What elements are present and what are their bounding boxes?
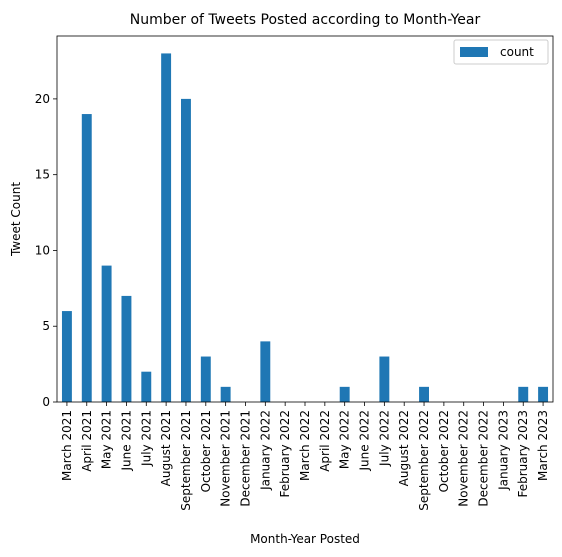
legend-box	[453, 39, 549, 65]
y-axis: 0 5 10 15 20	[35, 92, 57, 409]
x-tick-label: December 2022	[477, 410, 491, 507]
x-tick-label: August 2021	[159, 410, 173, 486]
x-tick-label: June 2022	[358, 410, 372, 472]
x-tick-label: June 2021	[119, 410, 133, 472]
bar	[518, 386, 529, 402]
x-tick-label: February 2022	[278, 410, 292, 498]
x-tick-label: November 2022	[457, 410, 471, 507]
bar	[101, 265, 112, 402]
legend-swatch	[460, 47, 488, 57]
bar	[61, 311, 72, 402]
bar	[220, 386, 231, 402]
x-tick-label: November 2021	[219, 410, 233, 507]
x-tick-label: January 2022	[258, 410, 272, 491]
bars-group	[61, 53, 549, 403]
x-tick-label: September 2022	[417, 410, 431, 511]
x-tick-label: April 2022	[318, 410, 332, 472]
x-tick-label: March 2021	[60, 410, 74, 481]
bar	[339, 386, 350, 402]
x-axis-label: Month-Year Posted	[250, 532, 360, 546]
x-tick-label: August 2022	[397, 410, 411, 486]
bar	[260, 341, 271, 402]
bar	[141, 371, 152, 402]
x-tick-label: July 2021	[139, 410, 153, 467]
y-tick-label: 15	[35, 168, 50, 182]
y-tick-label: 10	[35, 243, 50, 257]
x-tick-label: September 2021	[179, 410, 193, 511]
bar	[121, 295, 132, 402]
plot-frame	[56, 35, 554, 403]
y-tick-label: 0	[42, 395, 50, 409]
bar	[200, 356, 211, 402]
x-tick-label: May 2022	[338, 410, 352, 469]
legend: count	[453, 39, 549, 65]
x-tick-label: January 2023	[496, 410, 510, 491]
bar	[538, 386, 549, 402]
x-tick-label: February 2023	[516, 410, 530, 498]
bar	[379, 356, 390, 402]
x-tick-label: March 2022	[298, 410, 312, 481]
x-tick-label: March 2023	[536, 410, 550, 481]
y-axis-label: Tweet Count	[9, 182, 23, 257]
bar	[81, 114, 92, 403]
x-tick-label: October 2022	[437, 410, 451, 492]
x-tick-label: October 2021	[199, 410, 213, 492]
y-tick-label: 20	[35, 92, 50, 106]
x-tick-label: May 2021	[100, 410, 114, 469]
legend-label: count	[500, 45, 534, 59]
x-tick-label: April 2021	[80, 410, 94, 472]
y-tick-label: 5	[42, 319, 50, 333]
chart-title: Number of Tweets Posted according to Mon…	[130, 12, 481, 28]
x-tick-label: December 2021	[238, 410, 252, 507]
x-axis: March 2021 April 2021 May 2021 June 2021 Jul…	[60, 402, 550, 511]
bar	[419, 386, 429, 402]
x-tick-label: July 2022	[377, 410, 391, 467]
bar	[161, 53, 172, 403]
bar	[181, 98, 191, 402]
